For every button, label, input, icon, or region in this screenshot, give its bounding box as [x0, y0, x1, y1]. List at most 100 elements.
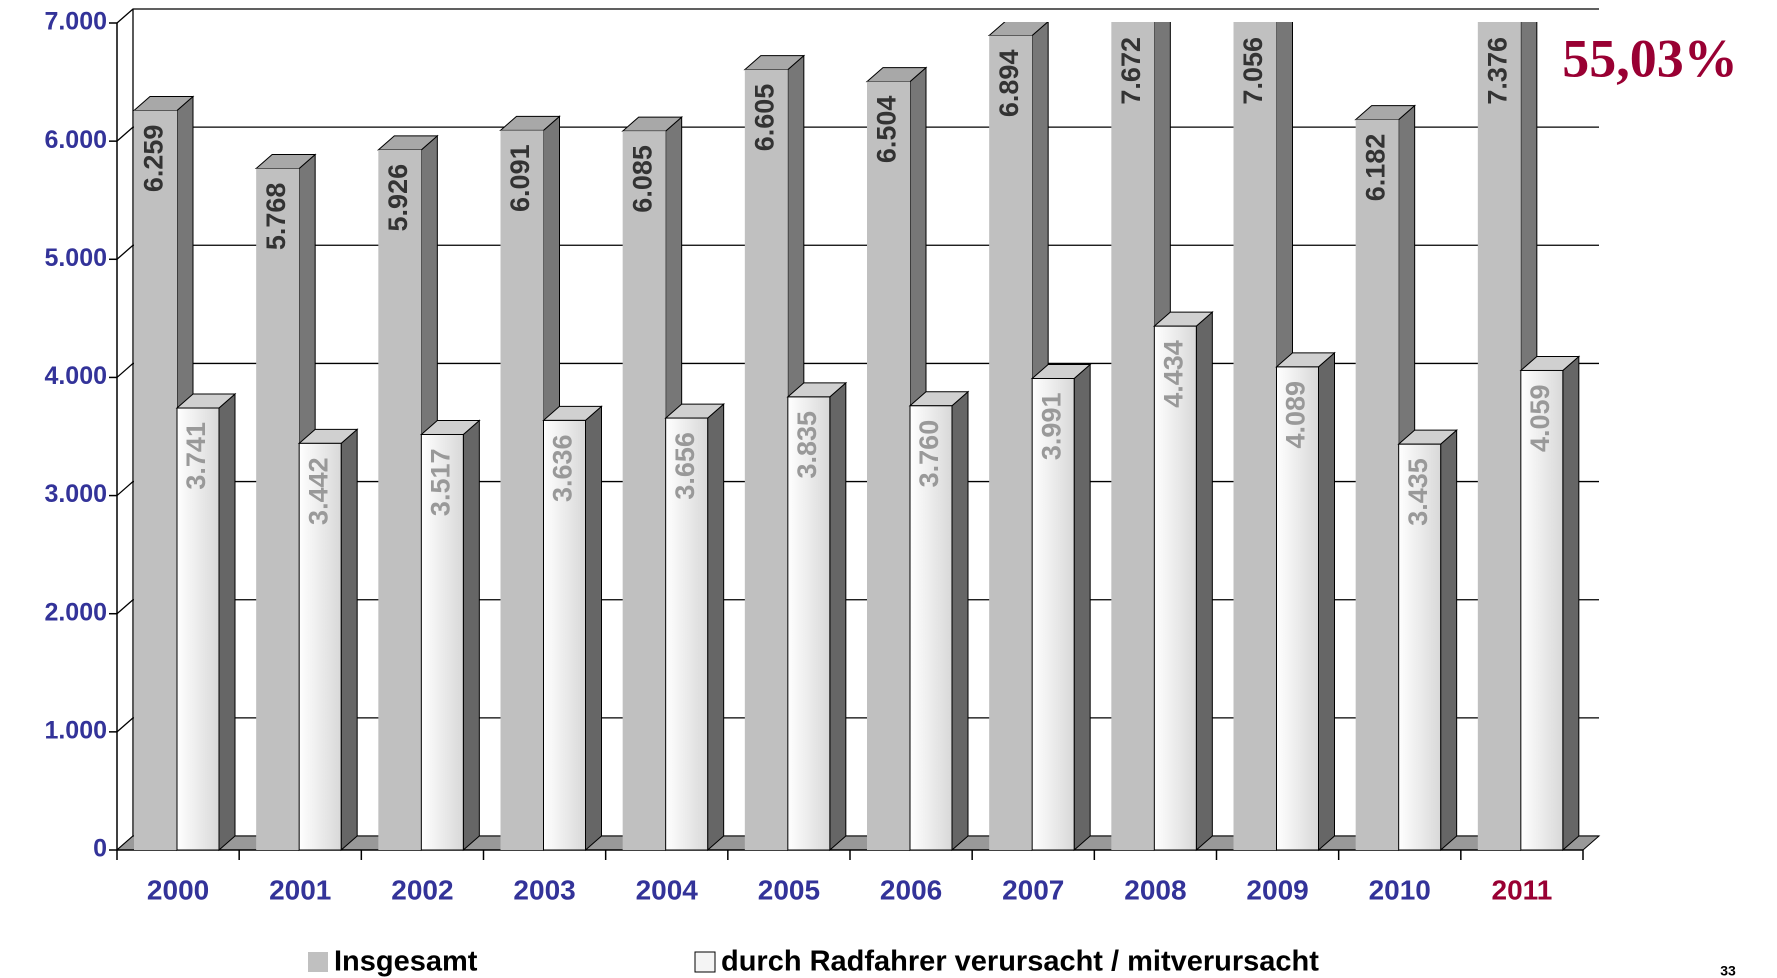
- bar-front: [622, 131, 666, 850]
- y-tick-label: 3.000: [44, 480, 107, 508]
- legend-swatch: [308, 952, 328, 972]
- bar: [499, 115, 561, 852]
- bar-side: [218, 392, 236, 852]
- value-label: 3.517: [425, 448, 455, 516]
- value-label: 4.089: [1281, 381, 1311, 449]
- bar: [542, 405, 603, 852]
- bar: [908, 390, 970, 852]
- bar-side: [1318, 351, 1335, 852]
- bar-side: [1440, 429, 1458, 852]
- y-tick-label: 4.000: [44, 362, 107, 390]
- bar-front: [867, 81, 910, 850]
- bars: [132, 22, 1581, 852]
- bar-side: [707, 402, 725, 852]
- bar: [1275, 351, 1336, 852]
- bar-side: [1195, 311, 1213, 852]
- x-tick-label: 2004: [636, 874, 699, 905]
- x-tick-label: 2000: [147, 874, 209, 905]
- value-label: 3.636: [548, 434, 578, 502]
- page-number: 33: [1720, 963, 1736, 978]
- bar: [786, 381, 848, 852]
- value-label: 5.926: [383, 164, 413, 232]
- grid-line: [116, 8, 1599, 24]
- bar-front: [298, 442, 342, 851]
- value-label: 3.991: [1036, 392, 1066, 460]
- value-label: 3.760: [914, 420, 944, 488]
- bar-side: [1562, 355, 1580, 852]
- value-label: 6.894: [994, 50, 1024, 118]
- annotation: 55,03%: [1562, 28, 1738, 88]
- y-tick-label: 6.000: [44, 126, 107, 154]
- bar: [1030, 363, 1092, 852]
- bar: [1397, 429, 1458, 852]
- bar-front: [500, 130, 544, 851]
- value-label: 6.504: [872, 96, 902, 164]
- bar-side: [585, 405, 602, 852]
- y-tick-label: 0: [93, 835, 107, 863]
- x-tick-label: 2005: [758, 874, 820, 905]
- bar-side: [951, 390, 969, 852]
- y-tick-label: 2.000: [44, 598, 107, 626]
- y-tick-label: 1.000: [44, 716, 107, 744]
- bar: [175, 392, 237, 852]
- bar-front: [1153, 325, 1197, 851]
- x-tick-label: 2007: [1002, 874, 1064, 905]
- value-label: 6.259: [139, 125, 169, 193]
- x-tick-label: 2009: [1246, 874, 1308, 905]
- bar: [1519, 355, 1581, 852]
- legend-label: durch Radfahrer verursacht / mitverursac…: [721, 946, 1319, 978]
- bar: [664, 402, 725, 852]
- value-label: 4.059: [1525, 384, 1555, 452]
- x-tick-label: 2002: [391, 874, 453, 905]
- y-tick-label: 5.000: [44, 244, 107, 272]
- value-label: 4.434: [1158, 340, 1188, 408]
- bar-front: [1355, 119, 1399, 850]
- x-tick-label: 2011: [1492, 874, 1553, 905]
- legend-swatch: [694, 951, 716, 973]
- bar-front: [1398, 443, 1442, 851]
- bar-front: [134, 110, 177, 851]
- bar-side: [829, 381, 847, 852]
- bar-front: [378, 149, 422, 850]
- x-tick-label: 2003: [513, 874, 575, 905]
- bar-front: [543, 419, 586, 851]
- bar-side: [462, 419, 480, 852]
- bar-front: [176, 407, 220, 851]
- x-tick-label: 2008: [1124, 874, 1186, 905]
- bar-side: [340, 428, 358, 852]
- value-label: 7.056: [1238, 37, 1268, 105]
- bar-front: [1477, 22, 1521, 850]
- bar: [1153, 311, 1214, 852]
- bar: [297, 428, 359, 852]
- value-label: 6.182: [1360, 134, 1390, 202]
- bar-front: [256, 168, 300, 850]
- bar-front: [909, 405, 953, 851]
- bar-front: [1031, 377, 1075, 851]
- bar-front: [1520, 369, 1564, 851]
- value-label: 3.442: [303, 457, 333, 525]
- value-label: 6.605: [749, 84, 779, 152]
- bar-front: [1276, 366, 1319, 851]
- bar-front: [989, 35, 1033, 851]
- bar-side: [1073, 363, 1091, 852]
- value-label: 6.091: [505, 144, 535, 212]
- x-tick-label: 2006: [880, 874, 942, 905]
- value-label: 6.085: [627, 145, 657, 213]
- bar-front: [665, 417, 709, 851]
- y-tick-label: 7.000: [44, 8, 107, 36]
- bar-front: [1233, 22, 1277, 851]
- legend-label: Insgesamt: [334, 946, 478, 978]
- bar-front: [744, 69, 788, 850]
- x-tick-label: 2010: [1369, 874, 1431, 905]
- bar-front: [1111, 22, 1155, 850]
- bar-front: [787, 396, 831, 851]
- value-label: 3.656: [670, 432, 700, 500]
- bar-front: [420, 433, 464, 851]
- value-label: 3.435: [1403, 458, 1433, 526]
- value-label: 3.741: [181, 422, 211, 490]
- value-label: 3.835: [792, 411, 822, 479]
- value-label: 7.672: [1116, 37, 1146, 105]
- bar: [420, 419, 481, 852]
- x-tick-label: 2001: [269, 874, 331, 905]
